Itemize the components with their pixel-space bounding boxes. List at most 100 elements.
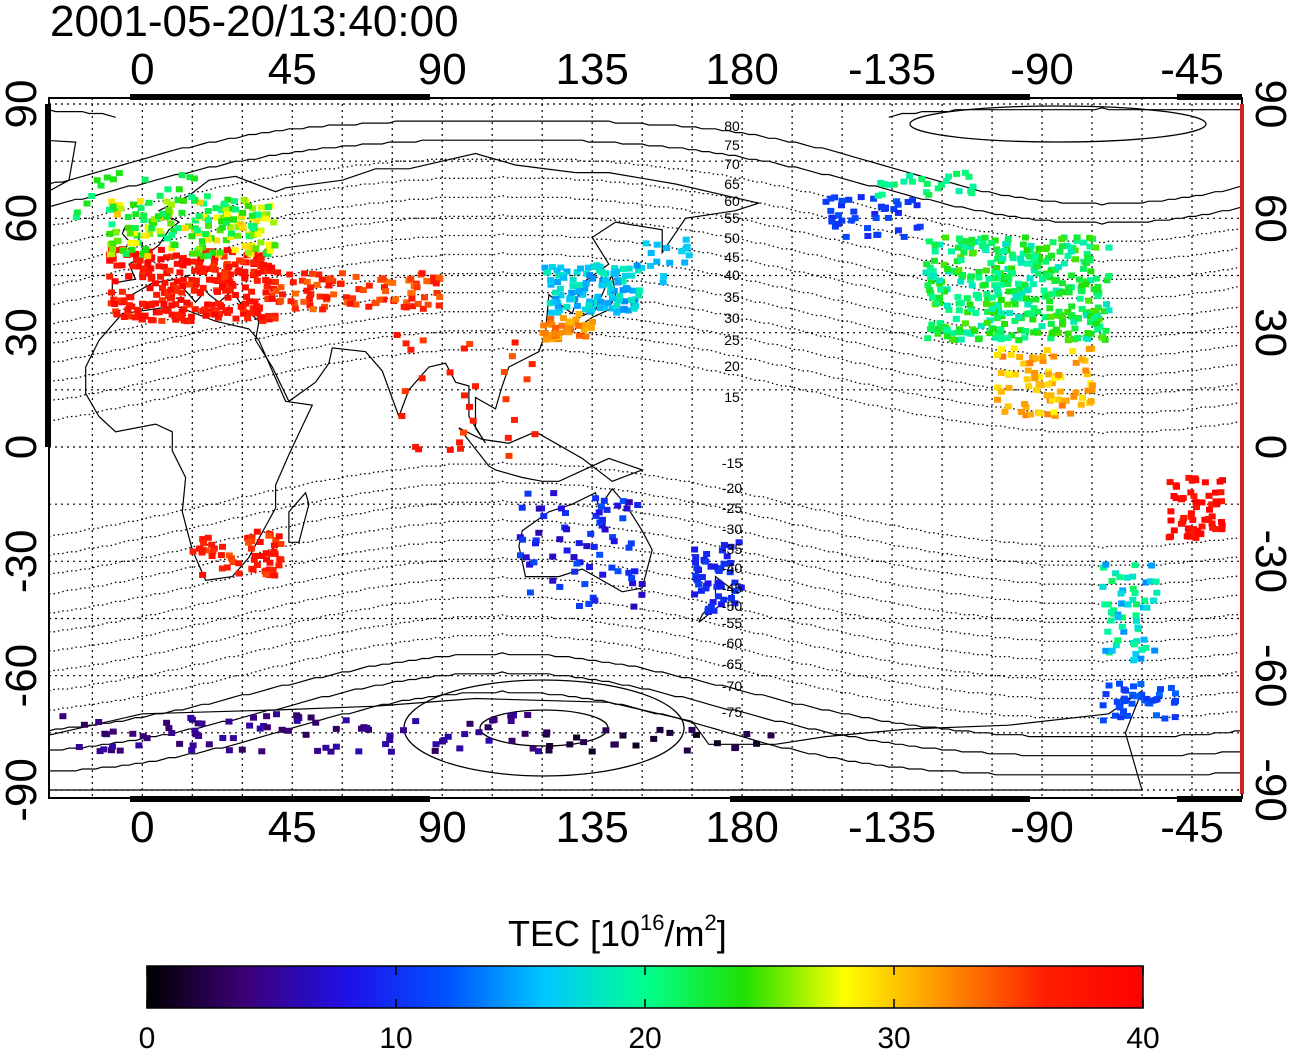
tec-point bbox=[1107, 617, 1115, 624]
tec-point bbox=[178, 308, 186, 315]
tec-point bbox=[1017, 259, 1025, 266]
tec-point bbox=[254, 211, 262, 218]
tec-point bbox=[518, 504, 526, 511]
tec-point bbox=[943, 265, 951, 272]
tec-point bbox=[997, 388, 1005, 395]
tec-point bbox=[936, 280, 944, 287]
tec-point bbox=[1054, 264, 1062, 271]
colorbar-label-end: ] bbox=[717, 913, 727, 954]
tec-point bbox=[997, 326, 1005, 333]
tec-point bbox=[271, 572, 279, 579]
tec-point bbox=[95, 719, 103, 725]
tec-point bbox=[223, 564, 231, 571]
tec-point bbox=[195, 262, 203, 268]
tec-point bbox=[987, 260, 995, 267]
tec-point bbox=[550, 299, 558, 306]
tec-point bbox=[271, 279, 279, 285]
tec-point bbox=[1010, 345, 1018, 352]
tec-point bbox=[542, 336, 550, 343]
tec-point bbox=[979, 282, 987, 289]
tec-point bbox=[228, 281, 236, 287]
tec-point bbox=[164, 186, 172, 193]
tec-point bbox=[964, 309, 972, 316]
tec-point bbox=[1166, 479, 1174, 486]
tec-point bbox=[268, 292, 276, 299]
tec-point bbox=[1153, 712, 1160, 719]
tec-point bbox=[992, 334, 1000, 341]
tec-point bbox=[926, 264, 934, 271]
tec-point bbox=[130, 201, 138, 208]
tec-point bbox=[108, 747, 115, 754]
tec-point bbox=[200, 540, 208, 547]
tec-point bbox=[302, 731, 310, 738]
tec-point bbox=[1129, 585, 1137, 592]
tec-point bbox=[1068, 272, 1076, 279]
tec-point bbox=[1148, 562, 1156, 569]
tec-point bbox=[1194, 527, 1202, 534]
tec-point bbox=[234, 232, 241, 239]
tec-point bbox=[227, 555, 235, 562]
contour-label-south: -30 bbox=[722, 521, 742, 537]
tec-point bbox=[1218, 522, 1226, 529]
tec-point bbox=[205, 741, 213, 748]
tec-point bbox=[219, 277, 227, 284]
tec-point bbox=[1025, 383, 1033, 390]
contour-label-south: -20 bbox=[722, 480, 742, 496]
tec-point bbox=[75, 744, 83, 750]
tec-point bbox=[619, 732, 627, 739]
tec-point bbox=[556, 329, 564, 336]
tec-point bbox=[197, 289, 205, 295]
tec-point bbox=[967, 273, 975, 280]
tec-point bbox=[602, 727, 610, 734]
tec-point bbox=[108, 198, 116, 205]
tec-point bbox=[131, 314, 139, 321]
tec-point bbox=[427, 278, 435, 285]
tec-point bbox=[109, 255, 117, 262]
tec-point bbox=[139, 300, 146, 307]
tec-point bbox=[999, 353, 1007, 360]
tec-point bbox=[312, 719, 320, 726]
tec-point bbox=[586, 564, 593, 570]
tec-point bbox=[1112, 570, 1120, 577]
tec-point bbox=[526, 561, 534, 568]
contour-label-south: -65 bbox=[722, 656, 742, 672]
tec-point bbox=[1046, 298, 1054, 305]
tec-point bbox=[309, 306, 317, 313]
tec-point bbox=[430, 274, 438, 281]
tec-point bbox=[298, 277, 306, 284]
tec-point bbox=[1020, 360, 1028, 367]
tec-point bbox=[313, 281, 321, 288]
tec-point bbox=[1033, 263, 1041, 270]
tec-point bbox=[1064, 330, 1072, 337]
tec-point bbox=[975, 295, 982, 302]
tec-point bbox=[504, 434, 512, 441]
contour-line bbox=[49, 499, 1242, 587]
tec-point bbox=[584, 264, 592, 271]
tec-point bbox=[1084, 330, 1092, 336]
tec-point bbox=[134, 263, 142, 270]
tec-point bbox=[1011, 371, 1019, 378]
frame-bar-top bbox=[1177, 94, 1242, 100]
tec-point bbox=[174, 197, 182, 204]
tec-point bbox=[325, 282, 333, 289]
tec-point bbox=[1151, 647, 1159, 654]
tec-point bbox=[1055, 290, 1063, 297]
tec-point bbox=[575, 332, 583, 339]
tec-point bbox=[967, 306, 975, 312]
tec-point bbox=[415, 446, 423, 453]
tec-point bbox=[994, 288, 1002, 295]
tec-point bbox=[237, 220, 245, 227]
tec-point bbox=[628, 297, 636, 303]
tec-point bbox=[588, 748, 596, 755]
tec-point bbox=[218, 303, 226, 310]
tec-point bbox=[890, 206, 898, 213]
tec-point bbox=[628, 272, 636, 279]
tec-point bbox=[159, 210, 167, 217]
tec-point bbox=[894, 209, 902, 216]
tec-point bbox=[264, 251, 272, 258]
tec-point bbox=[613, 302, 621, 309]
tec-point bbox=[293, 712, 301, 719]
tec-point bbox=[262, 550, 270, 557]
tec-point bbox=[213, 214, 220, 221]
tec-point bbox=[1108, 647, 1116, 654]
